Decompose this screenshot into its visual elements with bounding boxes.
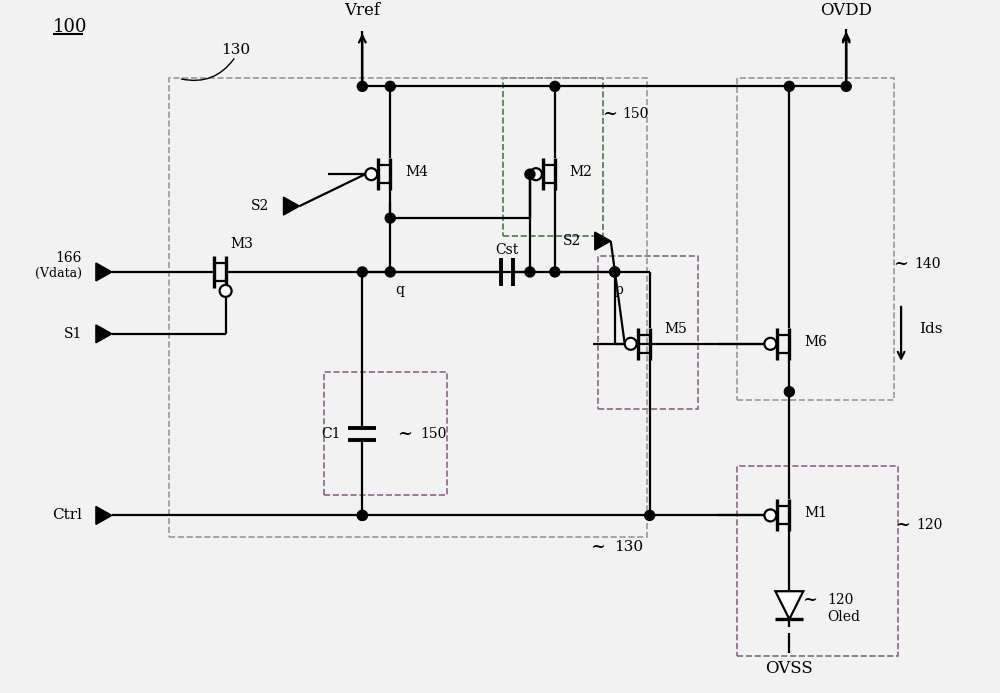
Circle shape — [357, 81, 367, 91]
Circle shape — [784, 387, 794, 396]
Text: 130: 130 — [221, 44, 250, 58]
Circle shape — [357, 511, 367, 520]
Text: S1: S1 — [64, 327, 82, 341]
Text: C1: C1 — [321, 427, 340, 441]
Text: Oled: Oled — [827, 610, 860, 624]
Text: S2: S2 — [251, 199, 270, 213]
Text: 120: 120 — [827, 593, 854, 607]
Text: Cst: Cst — [495, 243, 519, 257]
Circle shape — [525, 169, 535, 179]
Circle shape — [357, 267, 367, 277]
Text: ~: ~ — [896, 516, 911, 534]
Text: 140: 140 — [914, 257, 941, 271]
Circle shape — [550, 267, 560, 277]
Text: 120: 120 — [916, 518, 942, 532]
Bar — [169, 78, 647, 537]
Circle shape — [610, 267, 620, 277]
Bar — [503, 78, 603, 236]
Text: Vref: Vref — [344, 2, 380, 19]
Polygon shape — [595, 232, 611, 250]
Text: ~: ~ — [397, 425, 412, 443]
Circle shape — [841, 81, 851, 91]
Text: M2: M2 — [570, 165, 593, 179]
Polygon shape — [96, 325, 112, 343]
Circle shape — [610, 267, 620, 277]
Circle shape — [365, 168, 377, 180]
Text: M4: M4 — [405, 165, 428, 179]
Text: M1: M1 — [804, 507, 827, 520]
Text: Ids: Ids — [919, 322, 943, 336]
Text: 100: 100 — [53, 17, 88, 35]
Circle shape — [764, 337, 776, 350]
Polygon shape — [96, 263, 112, 281]
Text: M6: M6 — [804, 335, 827, 349]
Circle shape — [385, 81, 395, 91]
Text: 150: 150 — [420, 427, 447, 441]
Circle shape — [220, 285, 232, 297]
Text: (Vdata): (Vdata) — [35, 267, 82, 281]
Text: ~: ~ — [590, 538, 605, 556]
Circle shape — [550, 81, 560, 91]
Text: OVSS: OVSS — [765, 660, 813, 676]
Text: M5: M5 — [665, 322, 688, 336]
Circle shape — [385, 267, 395, 277]
Circle shape — [525, 267, 535, 277]
Text: q: q — [395, 283, 404, 297]
Bar — [737, 466, 898, 656]
Bar — [324, 371, 447, 495]
Circle shape — [357, 511, 367, 520]
Text: 166: 166 — [56, 251, 82, 265]
Text: ~: ~ — [894, 255, 909, 273]
Circle shape — [645, 511, 655, 520]
Text: ~: ~ — [602, 105, 617, 123]
Polygon shape — [96, 507, 112, 525]
Text: p: p — [614, 283, 623, 297]
Circle shape — [625, 337, 637, 350]
Circle shape — [784, 81, 794, 91]
Text: OVDD: OVDD — [820, 2, 872, 19]
Text: M3: M3 — [231, 237, 253, 251]
Bar — [737, 78, 894, 400]
Polygon shape — [775, 591, 803, 619]
Circle shape — [530, 168, 542, 180]
Polygon shape — [283, 197, 299, 215]
Text: S2: S2 — [563, 234, 581, 248]
Bar — [598, 256, 698, 409]
Circle shape — [385, 213, 395, 223]
Text: 150: 150 — [623, 107, 649, 121]
Circle shape — [764, 509, 776, 521]
Text: Ctrl: Ctrl — [52, 509, 82, 523]
Text: 130: 130 — [614, 541, 643, 554]
Text: ~: ~ — [802, 591, 817, 609]
